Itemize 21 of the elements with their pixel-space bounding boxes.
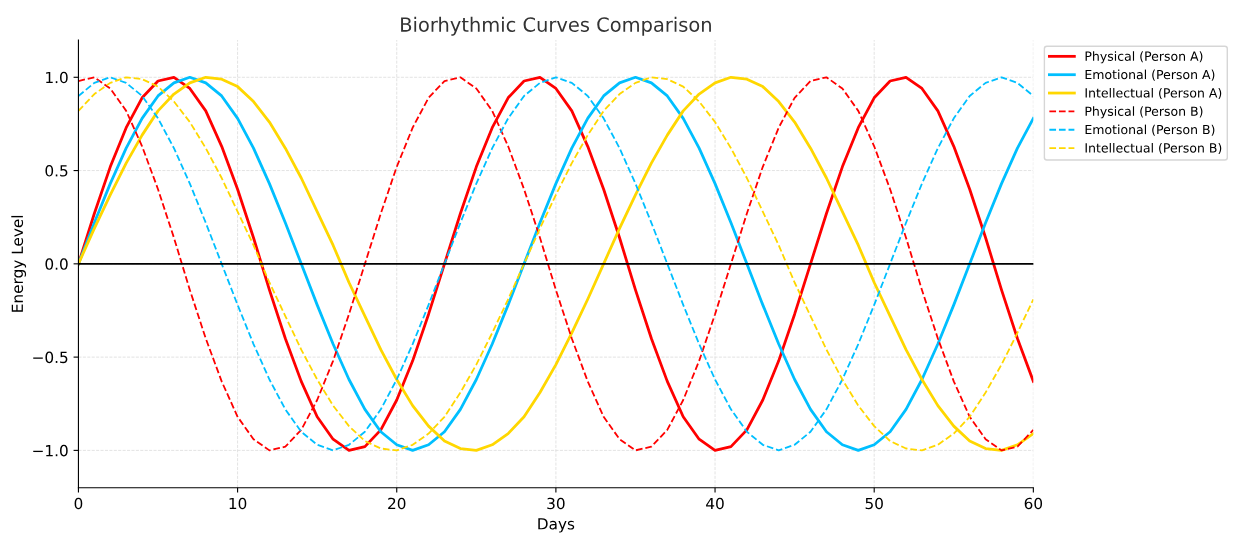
y-tick-label: −1.0 [33, 444, 68, 457]
legend-label: Physical (Person A) [1085, 51, 1203, 64]
x-tick-label: 40 [706, 497, 724, 510]
x-tick-label: 0 [74, 497, 83, 510]
x-tick-label: 30 [547, 497, 565, 510]
legend-label: Emotional (Person A) [1085, 69, 1215, 81]
y-tick-label: 1.0 [46, 71, 68, 84]
y-tick-label: 0.5 [45, 165, 68, 177]
legend-label: Physical (Person B) [1085, 106, 1203, 119]
y-tick-label: 0.0 [45, 258, 68, 270]
x-tick-label: 60 [1024, 497, 1043, 510]
legend-label: Intellectual (Person B) [1085, 142, 1222, 155]
x-axis-title: Days [538, 518, 575, 533]
y-tick-label: −0.5 [33, 351, 68, 364]
x-tick-label: 10 [229, 497, 247, 510]
legend-label: Intellectual (Person A) [1085, 87, 1222, 100]
legend-label: Emotional (Person B) [1085, 124, 1215, 136]
y-axis-title: Energy Level [11, 215, 27, 312]
x-tick-label: 50 [865, 497, 883, 510]
x-tick-label: 20 [388, 497, 406, 510]
chart-title: Biorhythmic Curves Comparison [401, 16, 711, 36]
